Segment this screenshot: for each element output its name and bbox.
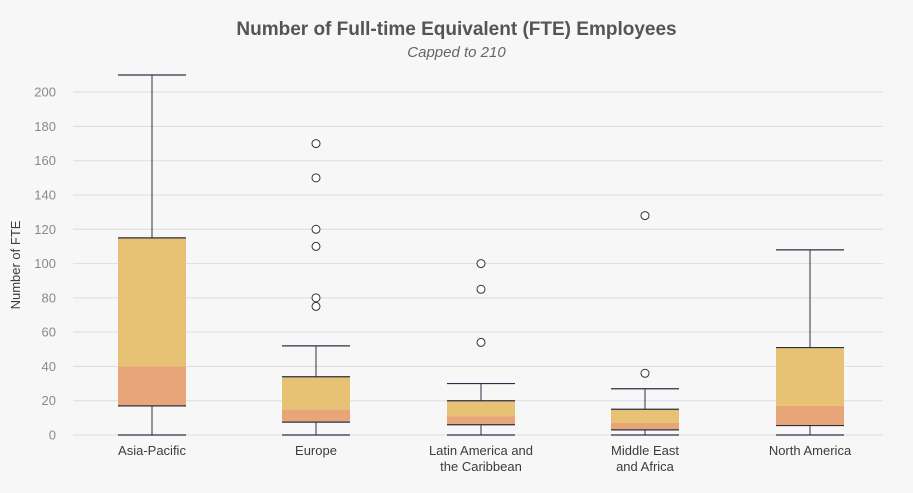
x-category-label: Asia-Pacific xyxy=(118,443,186,458)
y-tick-label: 0 xyxy=(49,428,56,443)
box-lower xyxy=(118,366,186,406)
box-upper xyxy=(447,400,515,417)
y-tick-label: 60 xyxy=(42,325,56,340)
box-lower xyxy=(611,423,679,430)
outlier-point xyxy=(311,173,321,183)
box-upper xyxy=(776,347,844,406)
y-tick-label: 20 xyxy=(42,393,56,408)
outlier-point xyxy=(311,139,321,149)
box-lower xyxy=(776,405,844,426)
y-tick-label: 160 xyxy=(34,153,56,168)
outlier-point xyxy=(476,259,486,269)
x-category-label: and Africa xyxy=(616,459,675,474)
chart-title: Number of Full-time Equivalent (FTE) Emp… xyxy=(236,19,677,40)
box-upper xyxy=(118,237,186,367)
box-upper xyxy=(282,376,350,410)
outlier-point xyxy=(476,337,486,347)
outlier-point xyxy=(476,284,486,294)
chart-subtitle: Capped to 210 xyxy=(407,44,506,61)
y-tick-label: 120 xyxy=(34,222,56,237)
box-upper xyxy=(611,409,679,423)
y-tick-label: 80 xyxy=(42,290,56,305)
x-category-label: Middle East xyxy=(611,443,679,458)
y-tick-label: 140 xyxy=(34,188,56,203)
x-category-label: the Caribbean xyxy=(440,459,522,474)
outlier-point xyxy=(311,241,321,251)
x-category-label: Latin America and xyxy=(429,443,533,458)
box-lower xyxy=(282,409,350,423)
y-tick-label: 100 xyxy=(34,256,56,271)
y-axis-label: Number of FTE xyxy=(8,220,23,309)
box-lower xyxy=(447,416,515,425)
outlier-point xyxy=(311,293,321,303)
x-category-label: North America xyxy=(769,443,852,458)
y-tick-label: 180 xyxy=(34,119,56,134)
outlier-point xyxy=(311,301,321,311)
outlier-point xyxy=(640,368,650,378)
outlier-point xyxy=(311,224,321,234)
y-tick-label: 40 xyxy=(42,359,56,374)
outlier-point xyxy=(640,211,650,221)
x-category-label: Europe xyxy=(295,443,337,458)
y-tick-label: 200 xyxy=(34,85,56,100)
